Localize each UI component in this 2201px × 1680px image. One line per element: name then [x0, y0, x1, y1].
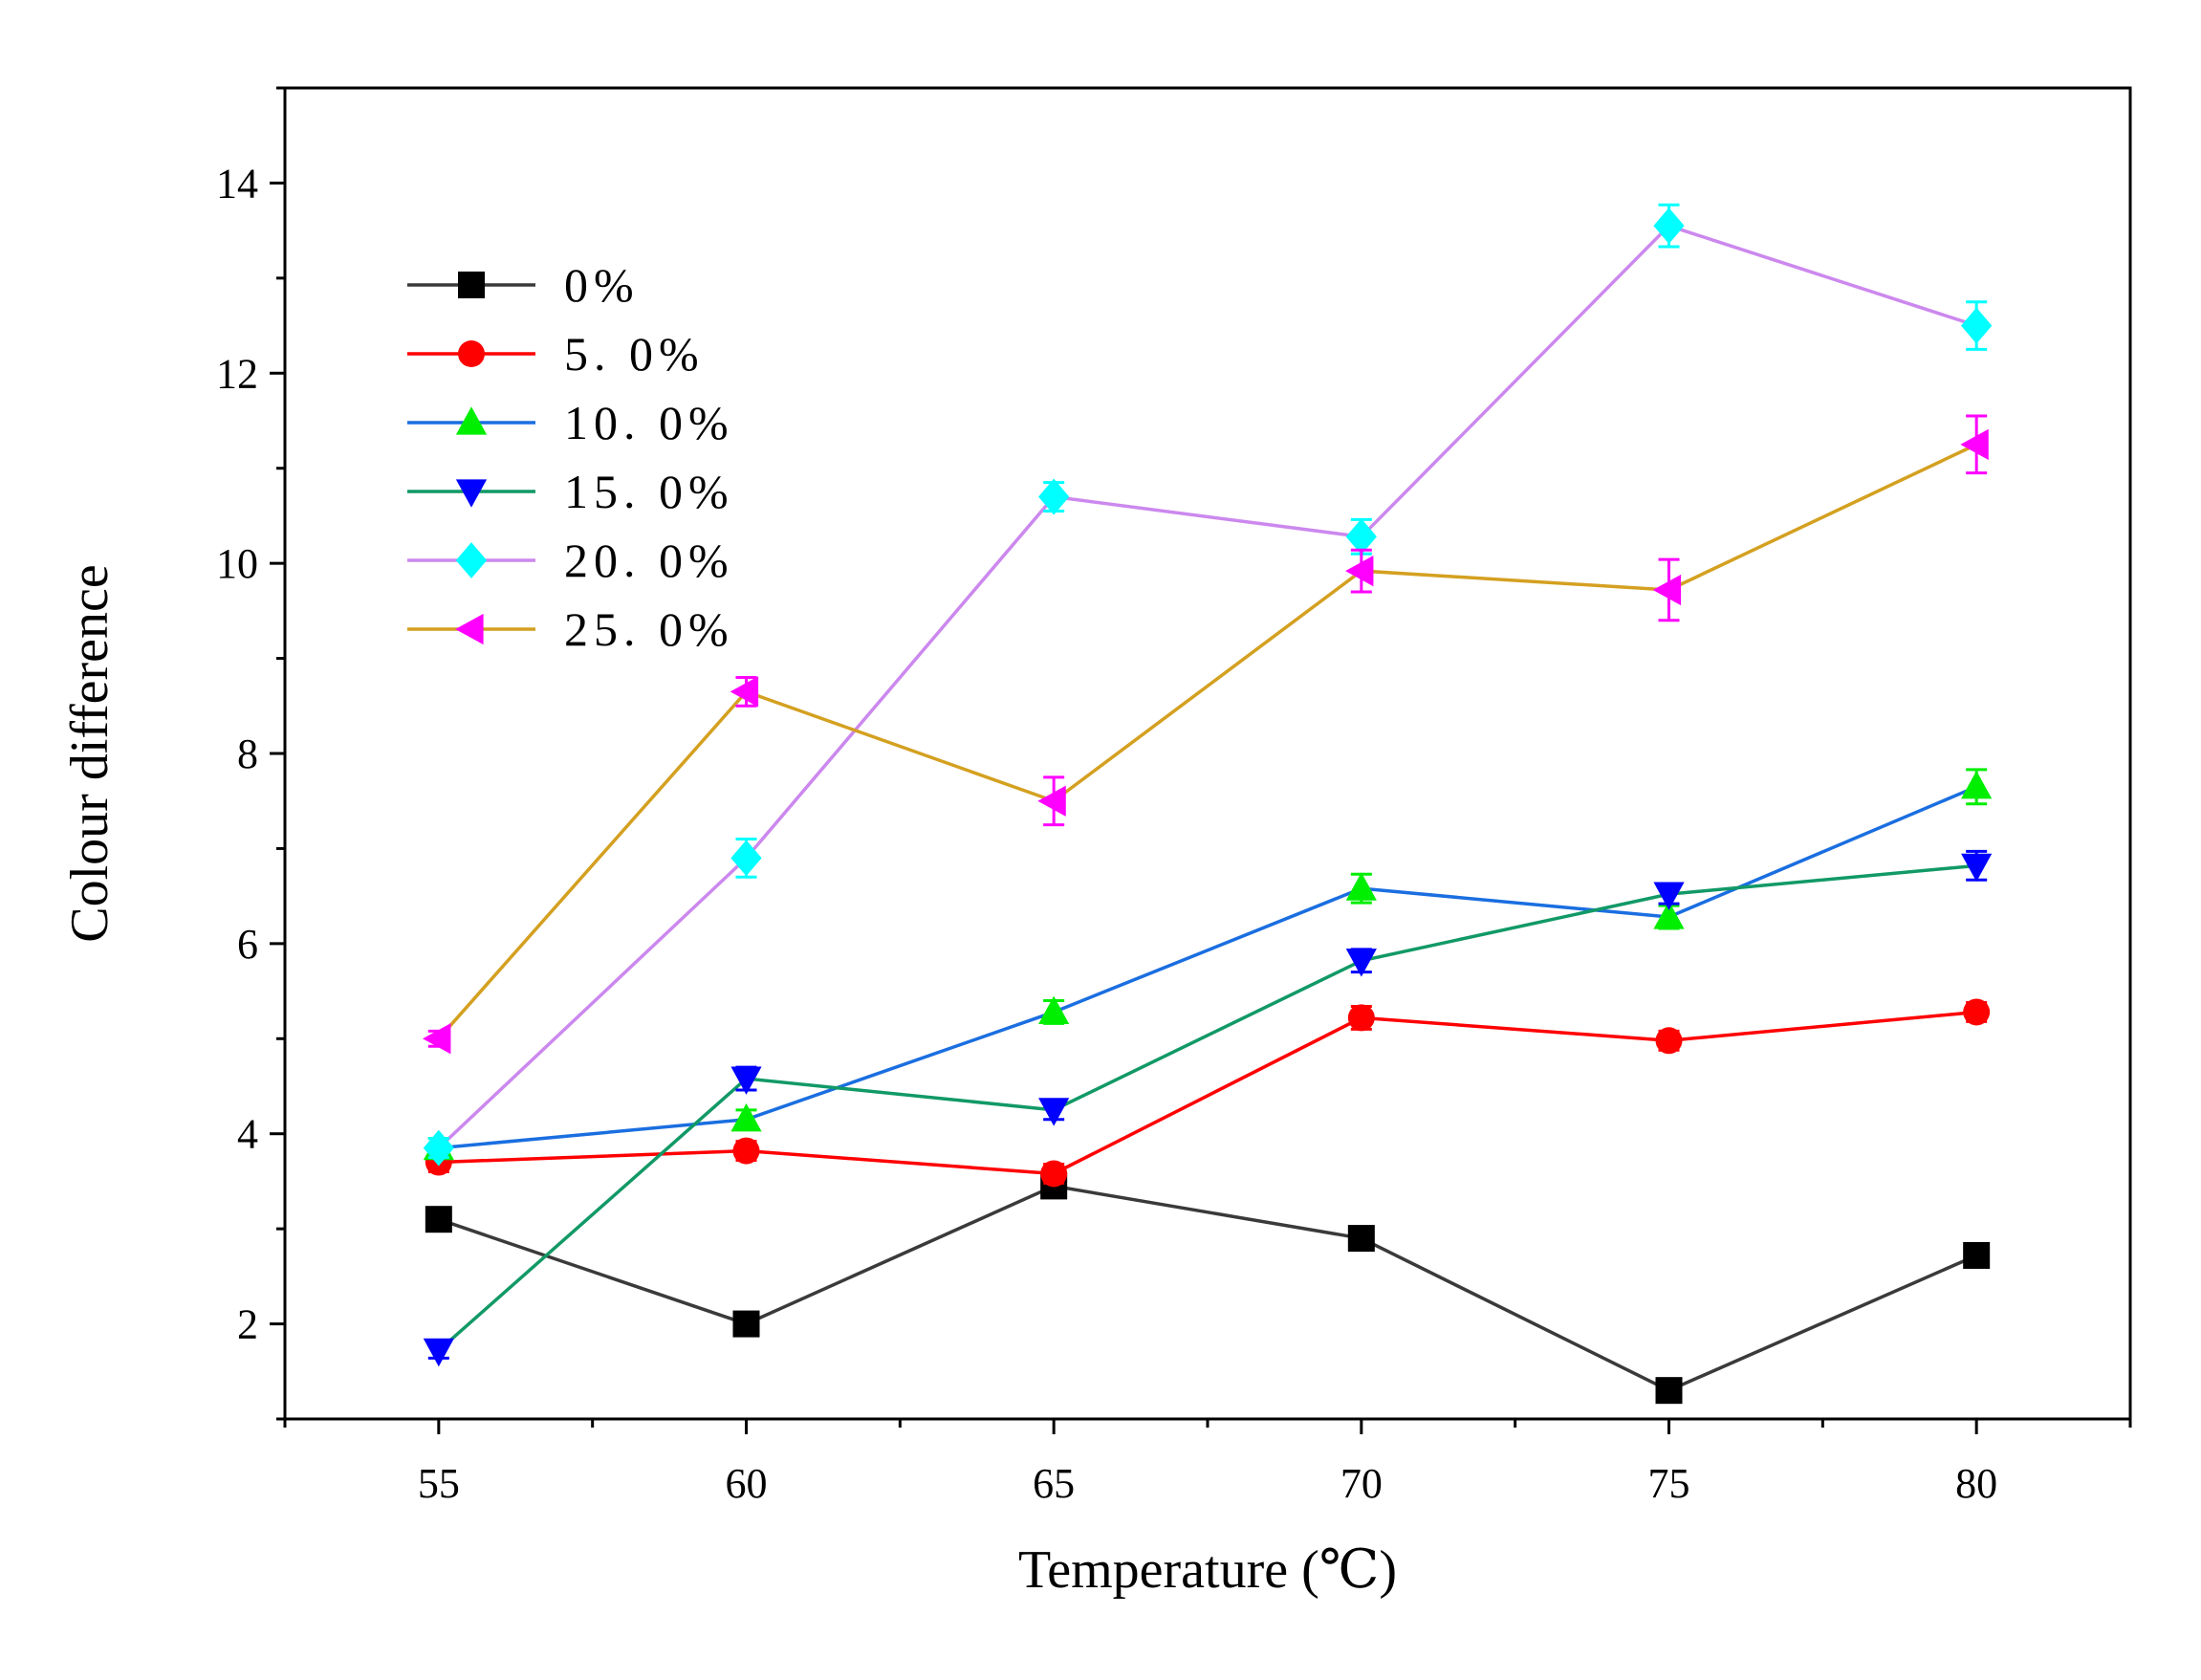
data-point: [1653, 207, 1685, 245]
series-line: [437, 863, 1977, 1352]
x-tick-label: 60: [726, 1460, 768, 1507]
data-point: [1345, 872, 1377, 901]
data-point: [1961, 307, 1993, 344]
y-tick-label: 10: [216, 540, 258, 587]
legend-label: 10. 0%: [564, 396, 734, 449]
data-point: [1653, 882, 1685, 910]
data-point: [1960, 428, 1989, 460]
legend-item: 25. 0%: [407, 602, 734, 656]
data-point: [1961, 853, 1993, 883]
data-point: [732, 1137, 760, 1165]
y-tick-label: 14: [216, 160, 258, 207]
legend-marker: [455, 542, 488, 578]
data-point: [1652, 574, 1682, 606]
series-5: [423, 414, 1989, 1055]
data-point: [1963, 998, 1991, 1026]
data-point: [730, 676, 759, 708]
x-tick-label: 55: [418, 1460, 460, 1507]
x-tick-label: 65: [1033, 1460, 1075, 1507]
data-point: [1653, 901, 1685, 929]
data-point: [1345, 555, 1374, 587]
y-axis-title: Colour difference: [60, 564, 120, 942]
data-point: [423, 1129, 454, 1167]
data-point: [1038, 478, 1070, 515]
x-axis-title: Temperature (℃): [1018, 1540, 1397, 1600]
y-tick-label: 4: [237, 1111, 258, 1158]
data-point: [1347, 1225, 1375, 1253]
x-tick-label: 70: [1340, 1460, 1383, 1507]
data-point: [425, 1206, 452, 1233]
legend-marker: [455, 479, 488, 508]
legend-item: 10. 0%: [407, 396, 734, 449]
data-point: [1345, 949, 1377, 977]
series-layer: [423, 203, 1993, 1405]
series-3: [423, 849, 1993, 1367]
y-tick-label: 2: [237, 1301, 258, 1348]
legend-item: 0%: [407, 258, 640, 312]
legend-marker: [455, 613, 484, 645]
legend: 0% 5. 0% 10. 0% 15. 0% 20. 0% 25. 0%: [407, 258, 734, 656]
series-0: [425, 1172, 1991, 1405]
legend-marker: [458, 340, 485, 367]
y-axis: 2 4 6 8 10 12 14: [216, 86, 285, 1421]
data-point: [1037, 785, 1066, 817]
y-tick-label: 8: [237, 731, 258, 777]
series-4: [423, 203, 1993, 1167]
data-point: [732, 1310, 760, 1338]
data-point: [1963, 1241, 1991, 1269]
legend-label: 15. 0%: [564, 465, 734, 518]
legend-label: 0%: [564, 258, 640, 312]
legend-marker: [458, 272, 485, 298]
series-line: [438, 1010, 1977, 1176]
x-tick-label: 75: [1648, 1460, 1690, 1507]
data-point: [1655, 1027, 1683, 1055]
y-tick-label: 12: [216, 350, 258, 397]
legend-label: 20. 0%: [564, 534, 734, 587]
legend-item: 15. 0%: [407, 465, 734, 518]
legend-marker: [455, 406, 488, 435]
data-point: [1038, 1098, 1070, 1126]
legend-item: 20. 0%: [407, 534, 734, 587]
x-tick-label: 80: [1955, 1460, 1997, 1507]
series-line: [438, 1184, 1977, 1393]
x-axis: 55 60 65 70 75 80: [283, 1419, 2132, 1507]
data-point: [730, 840, 762, 877]
data-point: [423, 1338, 454, 1367]
series-line: [437, 443, 1977, 1040]
data-point: [1347, 1004, 1375, 1032]
data-point: [730, 1066, 762, 1095]
data-point: [1961, 771, 1993, 799]
series-line: [437, 224, 1977, 1149]
data-point: [1040, 1160, 1068, 1188]
legend-label: 25. 0%: [564, 602, 734, 656]
data-point: [1345, 518, 1377, 556]
legend-item: 5. 0%: [407, 327, 705, 381]
legend-label: 5. 0%: [564, 327, 705, 381]
data-point: [730, 1103, 762, 1132]
data-point: [1655, 1377, 1683, 1405]
data-point: [1038, 995, 1070, 1025]
data-point: [423, 1023, 451, 1055]
y-tick-label: 6: [237, 921, 258, 968]
